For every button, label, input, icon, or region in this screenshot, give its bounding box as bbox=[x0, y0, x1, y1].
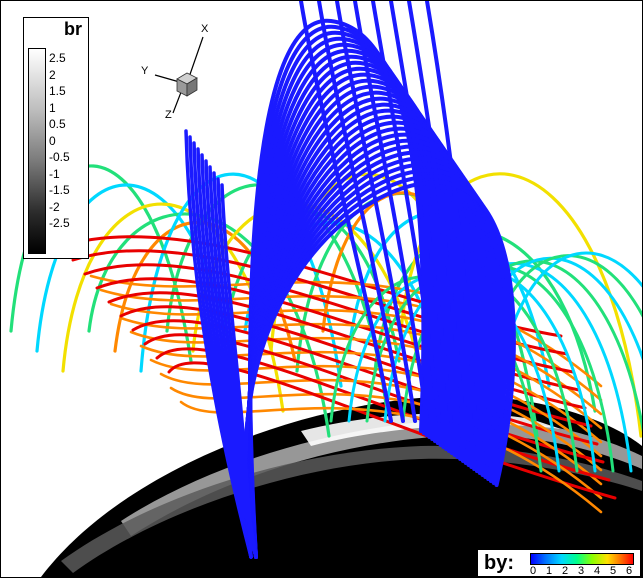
surface-bright-band bbox=[121, 419, 642, 536]
br-tick-label: 1.5 bbox=[49, 84, 66, 98]
axis-y-label: Y bbox=[141, 65, 149, 77]
field-line bbox=[407, 1, 465, 423]
field-lines bbox=[9, 1, 642, 559]
br-tick-label: -1.5 bbox=[49, 183, 70, 197]
axis-x-label: X bbox=[201, 23, 209, 35]
field-line bbox=[243, 180, 516, 559]
by-tick-label: 2 bbox=[562, 565, 569, 577]
field-line bbox=[399, 172, 642, 438]
by-tick-label: 4 bbox=[594, 565, 601, 577]
cube-icon bbox=[176, 72, 198, 97]
field-line bbox=[155, 347, 611, 482]
br-tick-label: -2 bbox=[49, 199, 60, 214]
field-line bbox=[389, 1, 453, 423]
by-tick-label: 6 bbox=[626, 565, 633, 577]
br-colorbar-legend: br 2.5 2 1.5 1 0.5 0 -0.5 -1 -1.5 -2 -2.5 bbox=[23, 17, 89, 259]
field-line bbox=[109, 302, 603, 416]
by-legend-label: by: bbox=[484, 552, 514, 574]
field-line bbox=[353, 1, 429, 423]
axis-triad: X Y Z bbox=[139, 21, 219, 121]
by-colorbar bbox=[530, 553, 634, 565]
field-line bbox=[139, 344, 603, 458]
br-tick-label: 2 bbox=[49, 67, 56, 82]
br-colorbar bbox=[28, 48, 46, 254]
br-tick-label: 0.5 bbox=[49, 117, 66, 131]
axis-triad-graphic bbox=[154, 36, 204, 114]
br-tick-label: -0.5 bbox=[49, 150, 70, 164]
field-line bbox=[129, 330, 603, 444]
field-line bbox=[335, 1, 417, 423]
br-legend-title: br bbox=[64, 19, 82, 39]
field-line bbox=[220, 183, 253, 559]
field-line bbox=[159, 372, 603, 486]
field-line bbox=[371, 1, 441, 423]
br-tick-label: 0 bbox=[49, 133, 56, 148]
by-tick-label: 5 bbox=[610, 565, 617, 577]
br-tick-label: 2.5 bbox=[49, 51, 66, 65]
field-line bbox=[425, 1, 477, 423]
axis-z-label: Z bbox=[165, 109, 172, 121]
by-tick-label: 3 bbox=[578, 565, 585, 577]
field-line bbox=[143, 333, 605, 464]
by-tick-label: 1 bbox=[546, 565, 553, 577]
by-tick-label: 0 bbox=[530, 565, 537, 577]
surface-grey-arc bbox=[61, 445, 642, 573]
field-line bbox=[299, 1, 393, 423]
field-line bbox=[149, 358, 603, 472]
br-tick-label: -2.5 bbox=[49, 216, 70, 230]
br-tick-label: -1 bbox=[49, 166, 60, 181]
field-line bbox=[167, 361, 617, 500]
field-line bbox=[99, 288, 603, 402]
br-tick-label: 1 bbox=[49, 100, 56, 115]
field-line bbox=[317, 1, 405, 423]
field-line bbox=[179, 400, 603, 514]
